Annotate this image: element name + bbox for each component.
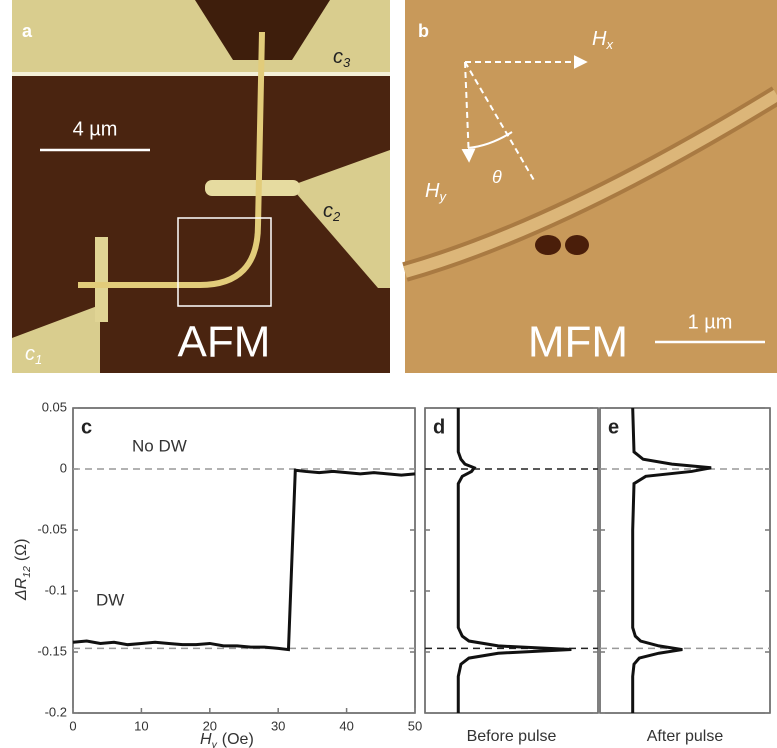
plot-frame <box>425 408 598 713</box>
y-axis-title-sub: 12 <box>22 566 33 578</box>
x-axis-title: Before pulse <box>467 728 557 745</box>
image-caption: MFM <box>528 318 628 367</box>
profile-line <box>458 408 571 713</box>
y-tick-label: -0.1 <box>45 582 67 597</box>
panel-label: b <box>418 21 429 41</box>
y-axis-title-unit: (Ω) <box>13 539 30 562</box>
y-tick-label: -0.05 <box>37 521 67 536</box>
y-tick-label: 0.05 <box>42 399 67 414</box>
field-label-sub: x <box>605 37 613 52</box>
contact-label-base: c <box>323 200 333 222</box>
field-label-base: H <box>425 180 440 202</box>
y-tick-label: -0.15 <box>37 643 67 658</box>
x-axis-title: After pulse <box>647 728 724 745</box>
x-axis-title-unit: (Oe) <box>222 731 254 748</box>
x-tick-label: 0 <box>69 718 76 733</box>
x-tick-label: 10 <box>134 718 148 733</box>
field-label-base: H <box>592 28 607 50</box>
contact-label-sub: 3 <box>343 55 351 70</box>
figure: a4 µmAFMc3c2c1b1 µmMFMHxHyθ -0.2-0.15-0.… <box>0 0 777 748</box>
contact-label-sub: 2 <box>332 209 341 224</box>
scale-bar-label: 4 µm <box>73 118 118 140</box>
plot-frame <box>600 408 770 713</box>
y-tick-label: -0.2 <box>45 704 67 719</box>
contact-label-sub: 1 <box>35 352 42 367</box>
x-axis-title: Hy (Oe) <box>200 731 254 748</box>
y-axis-title: ΔR12 (Ω) <box>13 539 32 601</box>
annotation: DW <box>96 590 124 609</box>
panel-label: d <box>433 416 445 438</box>
plot-frame <box>73 408 415 713</box>
x-tick-label: 40 <box>339 718 353 733</box>
image-caption: AFM <box>178 318 271 367</box>
x-tick-label: 50 <box>408 718 422 733</box>
data-line <box>73 470 415 649</box>
contact-label-base: c <box>25 343 35 365</box>
panel-label: c <box>81 416 92 438</box>
x-axis-title-sub: y <box>211 740 218 748</box>
panel-label: a <box>22 21 33 41</box>
x-tick-label: 30 <box>271 718 285 733</box>
y-axis-title-base: ΔR <box>13 577 30 601</box>
contact-label-base: c <box>333 46 343 68</box>
panel-label: e <box>608 416 619 438</box>
annotation: No DW <box>132 436 187 455</box>
scale-bar-label: 1 µm <box>688 311 733 333</box>
x-axis-title-base: H <box>200 731 212 748</box>
y-tick-label: 0 <box>60 460 67 475</box>
angle-label: θ <box>492 167 502 187</box>
profile-line <box>633 408 711 713</box>
